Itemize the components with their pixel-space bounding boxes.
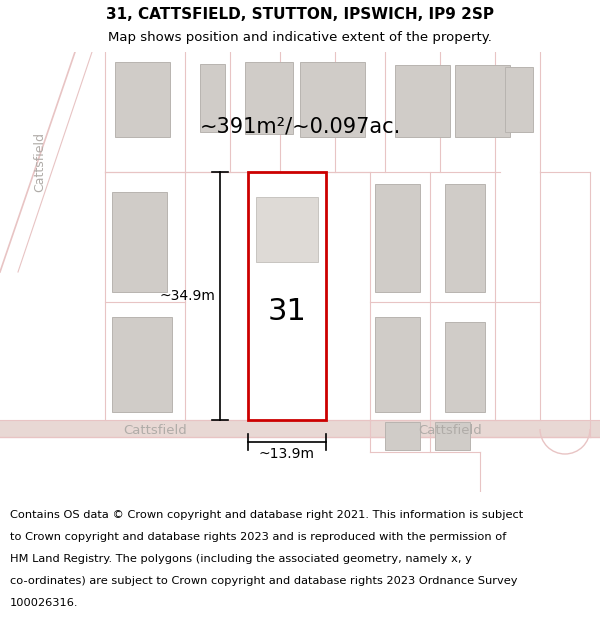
Bar — [200, 64, 225, 132]
Bar — [300, 62, 365, 137]
Bar — [455, 65, 510, 137]
Text: ~34.9m: ~34.9m — [159, 289, 215, 303]
Text: Cattsfield: Cattsfield — [418, 424, 482, 436]
Text: Contains OS data © Crown copyright and database right 2021. This information is : Contains OS data © Crown copyright and d… — [10, 510, 523, 520]
Bar — [0, 420, 600, 437]
Text: HM Land Registry. The polygons (including the associated geometry, namely x, y: HM Land Registry. The polygons (includin… — [10, 554, 472, 564]
Bar — [445, 322, 485, 412]
Bar — [435, 422, 470, 450]
Bar — [112, 317, 172, 412]
Bar — [505, 67, 533, 132]
Text: to Crown copyright and database rights 2023 and is reproduced with the permissio: to Crown copyright and database rights 2… — [10, 532, 506, 542]
Bar — [375, 184, 420, 292]
Bar — [115, 62, 170, 137]
Bar — [112, 192, 167, 292]
Text: 100026316.: 100026316. — [10, 598, 79, 608]
Bar — [385, 422, 420, 450]
Text: ~391m²/~0.097ac.: ~391m²/~0.097ac. — [199, 117, 401, 137]
Bar — [445, 184, 485, 292]
Bar — [248, 172, 326, 420]
Text: co-ordinates) are subject to Crown copyright and database rights 2023 Ordnance S: co-ordinates) are subject to Crown copyr… — [10, 576, 517, 586]
Text: 31: 31 — [268, 296, 307, 326]
Bar — [256, 197, 318, 262]
Text: 31, CATTSFIELD, STUTTON, IPSWICH, IP9 2SP: 31, CATTSFIELD, STUTTON, IPSWICH, IP9 2S… — [106, 7, 494, 22]
Text: Map shows position and indicative extent of the property.: Map shows position and indicative extent… — [108, 31, 492, 44]
Bar — [375, 317, 420, 412]
Text: Cattsfield: Cattsfield — [34, 132, 47, 192]
Bar — [395, 65, 450, 137]
Text: ~13.9m: ~13.9m — [259, 447, 315, 461]
Bar — [245, 62, 293, 134]
Text: Cattsfield: Cattsfield — [123, 424, 187, 436]
